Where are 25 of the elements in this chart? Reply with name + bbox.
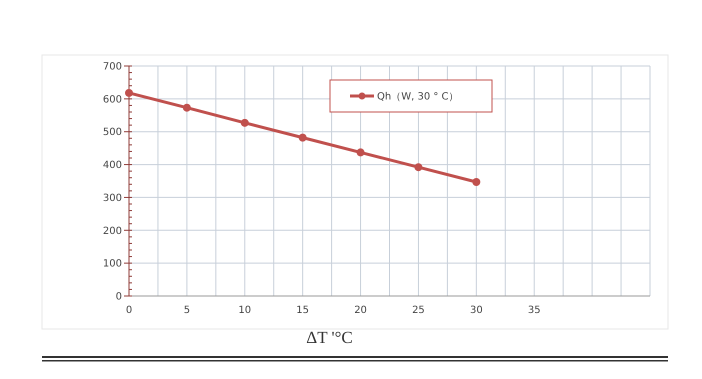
y-tick-label: 200 — [102, 226, 122, 237]
y-tick-label: 500 — [102, 127, 122, 138]
point — [414, 163, 422, 172]
point — [240, 118, 249, 127]
y-tick-label: 100 — [102, 258, 122, 270]
x-axis-title: ΔT '°C — [306, 328, 353, 347]
x-tick-label: 35 — [528, 305, 541, 316]
y-tick-label: 600 — [102, 94, 122, 106]
x-tick-label: 30 — [470, 305, 483, 316]
x-tick-label: 25 — [412, 305, 425, 316]
point — [356, 148, 365, 156]
x-tick-label: 15 — [296, 305, 310, 316]
y-tick-label: 400 — [102, 160, 122, 172]
x-tick-label: 20 — [354, 305, 367, 316]
point — [125, 88, 133, 97]
x-tick-label: 10 — [238, 305, 252, 316]
legend-label: Qh（W, 30 ° C） — [377, 92, 459, 102]
x-tick-label: 0 — [126, 305, 132, 316]
y-tick-label: 300 — [102, 192, 122, 204]
point — [298, 134, 307, 142]
x-tick-label: 5 — [184, 305, 190, 316]
y-tick-label: 0 — [116, 292, 122, 302]
point — [472, 178, 480, 186]
y-tick-label: 700 — [102, 62, 122, 72]
point — [182, 104, 191, 112]
